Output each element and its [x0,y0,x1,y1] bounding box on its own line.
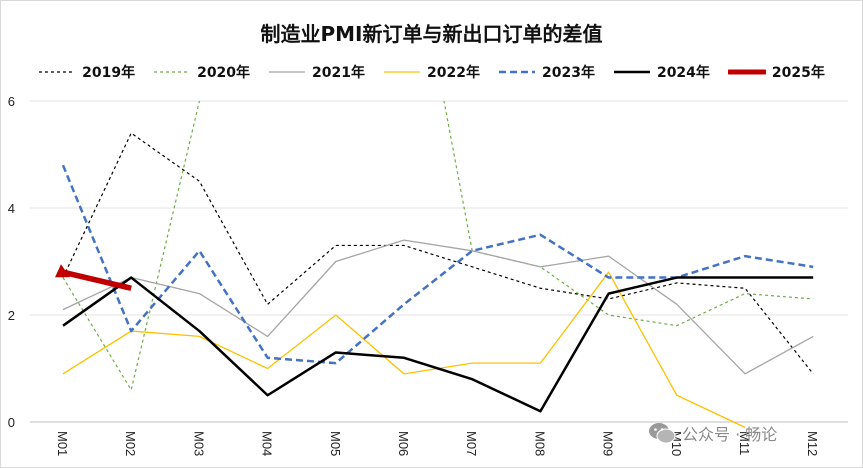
series-line [62,101,814,391]
legend-item: 2019年 [38,62,135,82]
series-line [61,164,814,365]
legend-label: 2022年 [427,65,480,81]
series-segment [62,269,132,291]
x-tick-label: M04 [260,431,275,456]
x-tick-label: M03 [191,431,206,456]
series-segment [62,239,814,375]
x-tick-label: M02 [123,431,138,456]
series-segment [62,132,814,375]
series-segment [61,164,814,365]
legend-swatch [384,71,421,73]
x-tick-label: M12 [805,431,820,456]
watermark: 公众号 · 畅论 [648,421,777,445]
x-tick-label: M09 [601,431,616,456]
series-line [62,271,746,428]
legend-swatch [154,71,191,73]
series-line [62,276,814,413]
legend-swatch [613,70,650,74]
legend: 2019年 2020年 2021年 2022年 2023年 2024年 2025年 [0,62,863,82]
x-tick-label: M11 [737,431,752,455]
legend-item: 2022年 [383,62,480,82]
chart-title: 制造业PMI新订单与新出口订单的差值 [260,22,603,46]
legend-item: 2023年 [498,62,595,82]
legend-label: 2024年 [656,65,710,81]
series-segment [443,101,473,251]
series-line [62,132,814,375]
legend-swatch [269,71,306,73]
y-tick-label: 0 [8,415,15,430]
x-tick-label: M08 [532,431,547,456]
x-tick-label: M01 [55,431,70,456]
legend-label: 2023年 [541,65,595,81]
legend-swatch [727,69,766,75]
y-tick-label: 4 [8,201,15,216]
x-axis-ticks: M01 M02 M03 M04 M05 M06 M07 M08 M09 M10 M11 M12 [55,431,820,456]
legend-label: 2020年 [197,65,251,81]
y-tick-label: 6 [8,94,15,109]
y-axis-ticks: 0 2 4 6 [8,94,15,430]
legend-label: 2021年 [312,65,366,81]
legend-label: 2025年 [771,65,825,81]
legend-item: 2020年 [153,62,250,82]
x-tick-label: M05 [328,431,343,456]
legend-swatch [39,71,76,73]
gridlines [30,100,848,423]
legend-item: 2021年 [268,62,365,82]
series-segment [62,276,814,413]
legend-item: 2024年 [613,62,710,82]
legend-label: 2019年 [82,65,136,81]
legend-item: 2025年 [727,62,825,82]
series-line [62,239,814,375]
series-lines [55,101,814,428]
watermark-text: 公众号 · 畅论 [682,425,778,444]
series-marker [55,264,70,278]
series-line [55,264,132,291]
series-segment [472,250,814,327]
y-tick-label: 2 [8,308,15,323]
x-tick-label: M06 [396,431,411,456]
wechat-icon [649,423,676,444]
legend-swatch [498,70,535,74]
x-tick-label: M07 [464,431,479,456]
series-segment [62,101,200,391]
series-segment [62,271,746,428]
